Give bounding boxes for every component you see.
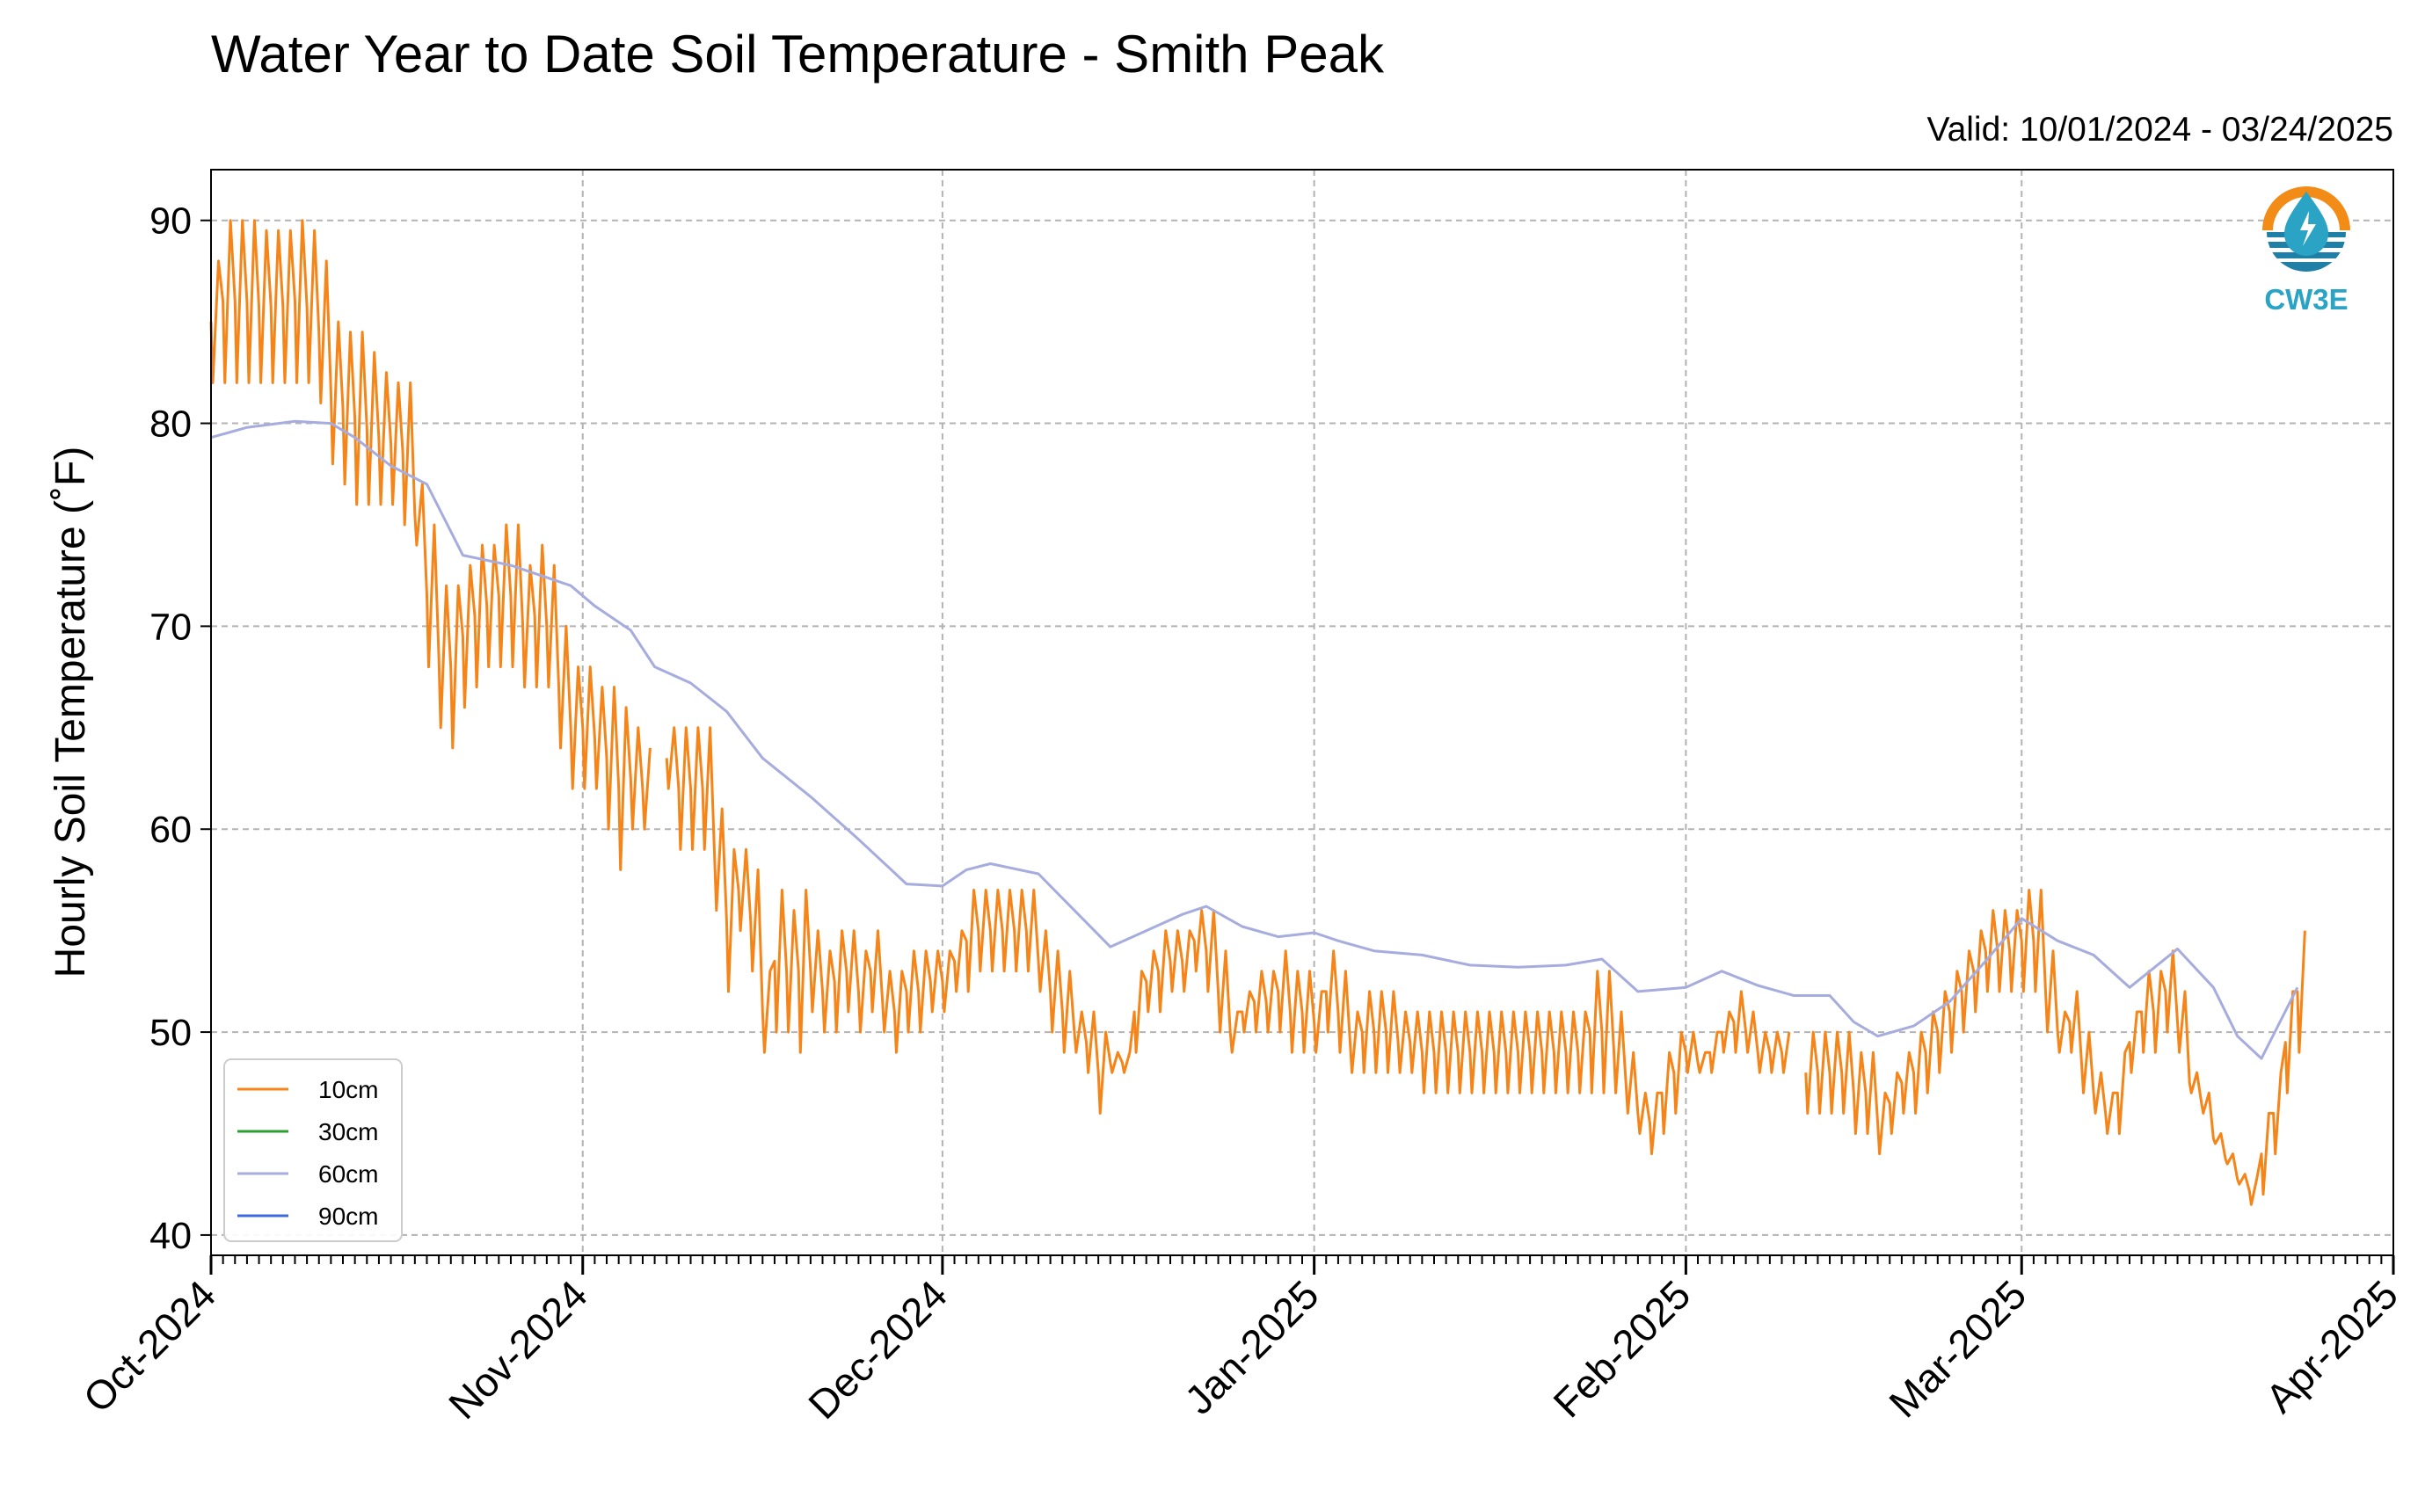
series-10cm [209,219,2306,1206]
y-axis-label: Hourly Soil Temperature (˚F) [47,447,94,978]
legend-label-90cm: 90cm [318,1203,378,1230]
series-60cm [210,419,2299,1060]
legend-box [223,1058,403,1242]
series-layer [209,219,2306,1206]
y-tick-label: 50 [149,1012,192,1054]
y-tick-label: 40 [149,1215,192,1257]
valid-date-range: Valid: 10/01/2024 - 03/24/2025 [1926,111,2393,149]
y-tick-label: 80 [149,403,192,446]
grid-lines [211,170,2393,1255]
chart-title: Water Year to Date Soil Temperature - Sm… [211,25,1385,84]
legend-label-60cm: 60cm [318,1160,378,1188]
cw3e-water-drop-logo-icon [2259,186,2354,278]
legend: 10cm 30cm 60cm 90cm [223,1058,403,1242]
y-tick-label: 70 [149,606,192,648]
y-tick-label: 60 [149,809,192,851]
series-line-60cm [210,419,2299,1060]
logo-text: CW3E [2264,283,2348,316]
legend-label-10cm: 10cm [318,1076,378,1103]
series-line-10cm [209,219,2306,1206]
legend-label-30cm: 30cm [318,1118,378,1145]
y-tick-label: 90 [149,200,192,243]
cw3e-logo: CW3E [2259,186,2354,316]
